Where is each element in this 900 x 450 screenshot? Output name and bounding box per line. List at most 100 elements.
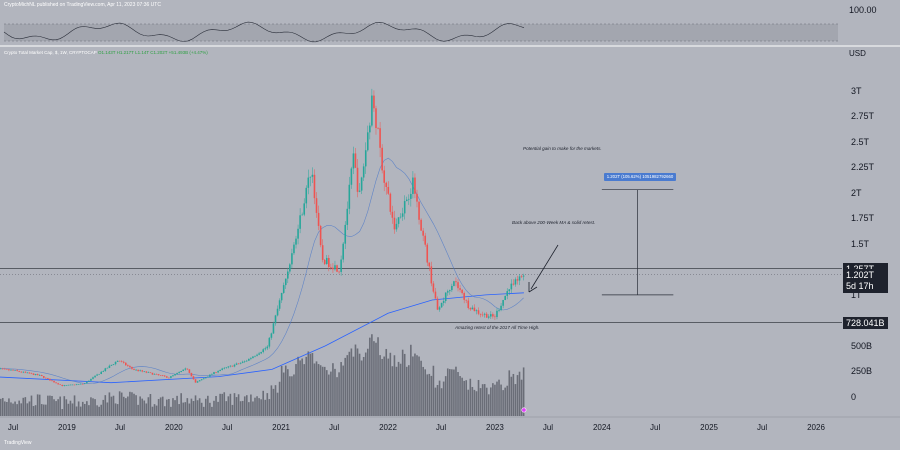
candle-body bbox=[51, 380, 53, 382]
volume-bar bbox=[163, 406, 166, 416]
annotation-ath-retest[interactable]: Amazing retest of the 2017 All Time High… bbox=[455, 325, 540, 330]
candle-body bbox=[430, 266, 433, 284]
volume-bar bbox=[438, 380, 441, 416]
volume-bar bbox=[211, 406, 213, 416]
volume-bar bbox=[73, 395, 76, 416]
candle-body bbox=[233, 364, 236, 367]
volume-bar bbox=[377, 337, 379, 416]
candle-body bbox=[444, 292, 447, 302]
volume-bar bbox=[342, 365, 344, 416]
volume-bar bbox=[104, 395, 107, 416]
volume-bar bbox=[432, 365, 435, 416]
candle-body bbox=[500, 305, 502, 311]
candle-body bbox=[47, 378, 49, 379]
volume-bar bbox=[444, 376, 447, 416]
candle-body bbox=[145, 371, 148, 373]
candle-body bbox=[229, 365, 232, 367]
candle-body bbox=[469, 308, 472, 310]
candle-body bbox=[377, 128, 379, 129]
candle-body bbox=[40, 375, 43, 377]
volume-bar bbox=[397, 361, 400, 416]
volume-bar bbox=[412, 356, 414, 416]
volume-bar bbox=[237, 394, 240, 416]
volume-bar bbox=[332, 363, 334, 416]
candle-body bbox=[135, 369, 137, 371]
volume-bar bbox=[403, 353, 406, 416]
volume-bar bbox=[270, 385, 273, 416]
volume-bar bbox=[379, 355, 381, 416]
candle-body bbox=[385, 182, 388, 187]
x-tick-label: 2019 bbox=[58, 423, 76, 432]
volume-bar bbox=[465, 380, 468, 416]
volume-bar bbox=[252, 401, 254, 416]
volume-bar bbox=[49, 395, 51, 416]
volume-bar bbox=[498, 379, 500, 416]
volume-bar bbox=[92, 398, 94, 416]
volume-bar bbox=[256, 396, 258, 416]
y-tick-label: 3T bbox=[851, 85, 862, 96]
volume-bar bbox=[434, 387, 437, 416]
volume-bar bbox=[284, 365, 287, 416]
candle-body bbox=[172, 375, 174, 377]
candle-body bbox=[291, 253, 293, 265]
volume-bar bbox=[291, 376, 293, 416]
volume-bar bbox=[248, 402, 250, 416]
volume-bar bbox=[61, 409, 64, 416]
candle-body bbox=[10, 369, 12, 371]
y-tick-label: 0 bbox=[851, 392, 857, 402]
measure-label[interactable]: 1.202T (105.62%) 1051982792660 bbox=[604, 173, 676, 181]
candle-body bbox=[69, 384, 72, 386]
volume-bar bbox=[65, 399, 68, 416]
volume-bar bbox=[16, 404, 18, 416]
volume-bar bbox=[47, 395, 49, 416]
candle-body bbox=[92, 377, 94, 379]
volume-bar bbox=[88, 405, 90, 416]
candle-body bbox=[455, 281, 457, 283]
candle-body bbox=[440, 302, 443, 308]
candle-body bbox=[428, 262, 431, 267]
candle-body bbox=[215, 372, 217, 373]
volume-bar bbox=[520, 379, 523, 416]
volume-bar bbox=[258, 398, 260, 416]
volume-bar bbox=[192, 401, 195, 416]
candle-body bbox=[139, 370, 141, 372]
volume-bar bbox=[373, 341, 375, 416]
volume-bar bbox=[71, 403, 74, 416]
candle-body bbox=[371, 95, 373, 126]
candle-body bbox=[194, 379, 197, 383]
candle-body bbox=[334, 265, 336, 270]
candle-body bbox=[252, 356, 254, 359]
volume-bar bbox=[442, 381, 445, 416]
candle-body bbox=[161, 375, 164, 377]
candle-body bbox=[120, 361, 123, 362]
level-lines bbox=[0, 268, 900, 418]
candle-body bbox=[188, 369, 191, 373]
candle-body bbox=[159, 375, 162, 376]
volume-bar bbox=[204, 398, 207, 416]
volume-bar bbox=[278, 381, 281, 416]
candle-body bbox=[223, 367, 226, 369]
candle-body bbox=[239, 362, 242, 364]
volume-bar bbox=[20, 403, 23, 416]
volume-bar bbox=[463, 380, 465, 416]
volume-bar bbox=[492, 383, 494, 416]
volume-bar bbox=[274, 385, 277, 416]
candle-body bbox=[381, 147, 383, 171]
candle-body bbox=[114, 361, 117, 365]
candle-body bbox=[313, 174, 316, 199]
annotation-potential-gain[interactable]: Potential gain to make for the markets. bbox=[523, 146, 602, 151]
candle-body bbox=[518, 276, 521, 281]
candle-body bbox=[4, 368, 6, 370]
x-tick-label: 2026 bbox=[807, 423, 825, 432]
volume-bar bbox=[254, 397, 256, 416]
volume-bar bbox=[344, 357, 347, 416]
annotation-200ma-retest[interactable]: Back above 200-Week MA & solid retest. bbox=[512, 220, 596, 225]
candle-body bbox=[59, 384, 61, 385]
volume-bar bbox=[358, 353, 361, 416]
candle-body bbox=[414, 177, 416, 194]
volume-bar bbox=[120, 392, 123, 416]
volume-bar bbox=[77, 401, 80, 416]
candle-body bbox=[287, 271, 289, 279]
